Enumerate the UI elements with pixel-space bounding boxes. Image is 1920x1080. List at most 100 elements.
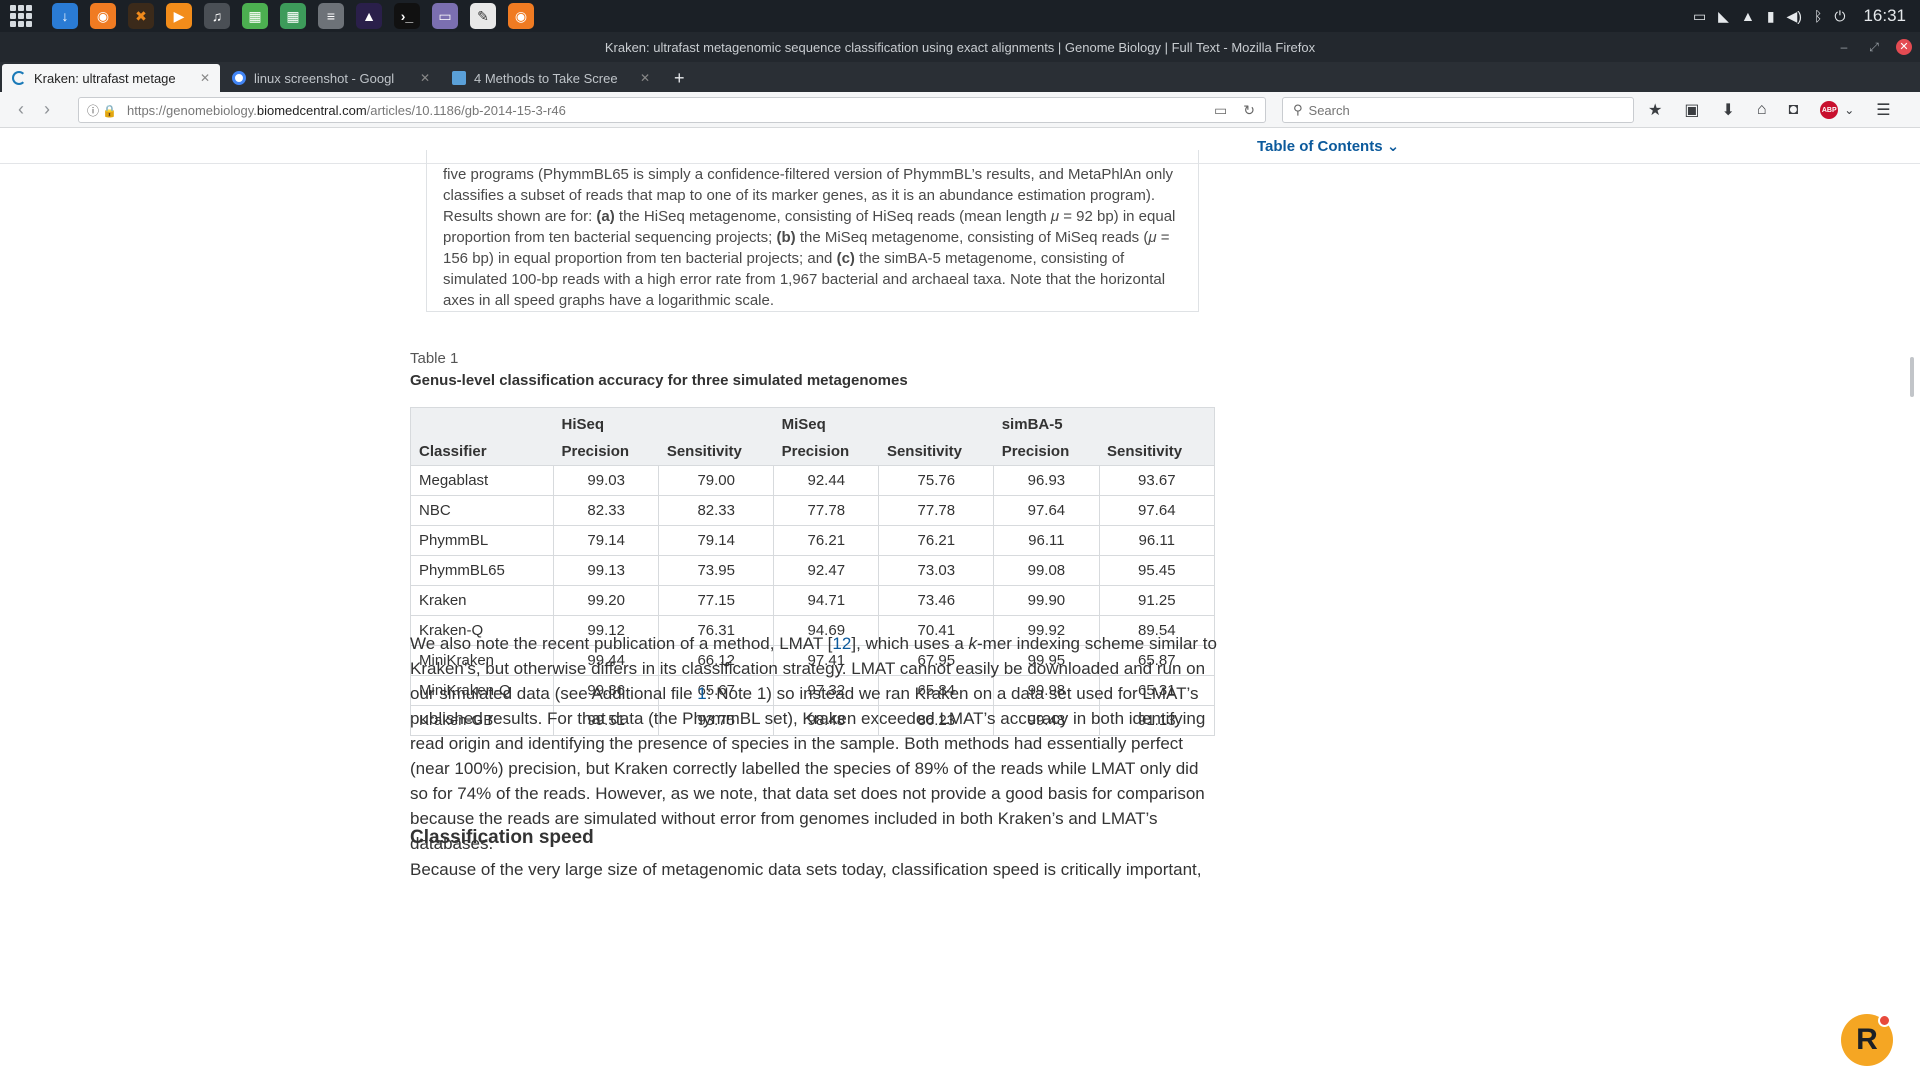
value-cell: 92.44 bbox=[773, 465, 880, 496]
minimize-icon[interactable]: – bbox=[1840, 40, 1848, 54]
loading-icon bbox=[12, 71, 26, 85]
music-icon[interactable]: ♫ bbox=[204, 3, 230, 29]
value-cell: 65.67 bbox=[658, 675, 775, 706]
table-of-contents-link[interactable]: Table of Contents ⌄ bbox=[1257, 138, 1400, 155]
power-icon[interactable]: ⏻ bbox=[1834, 7, 1846, 24]
value-cell: 76.21 bbox=[878, 525, 995, 556]
floating-r-badge[interactable]: R bbox=[1841, 1014, 1893, 1066]
value-cell: 75.76 bbox=[878, 465, 995, 496]
value-cell: 73.03 bbox=[878, 555, 995, 586]
reload-icon[interactable]: ↻ bbox=[1243, 101, 1255, 118]
home-icon[interactable]: ⌂ bbox=[1756, 101, 1767, 118]
value-cell: 91.25 bbox=[1098, 585, 1216, 616]
tab-bar: Kraken: ultrafast metage ✕ linux screens… bbox=[0, 62, 1920, 92]
value-cell: 99.51 bbox=[552, 705, 660, 736]
monitor-icon[interactable]: ▲ bbox=[356, 3, 382, 29]
adblock-icon[interactable]: ABP bbox=[1820, 101, 1839, 119]
download-manager-icon[interactable]: ↓ bbox=[52, 3, 78, 29]
tab-close-icon[interactable]: ✕ bbox=[419, 71, 430, 85]
search-bar[interactable]: ⚲ bbox=[1282, 97, 1634, 123]
download-icon[interactable]: ⬇ bbox=[1721, 102, 1735, 119]
url-bar[interactable]: ⓘ 🔒 https://genomebiology.biomedcentral.… bbox=[78, 97, 1266, 123]
group-header-miseq: MiSeq bbox=[773, 407, 994, 438]
text-editor-icon[interactable]: ✎ bbox=[470, 3, 496, 29]
firefox-icon[interactable]: ◉ bbox=[90, 3, 116, 29]
bluetooth-icon[interactable]: ᛒ bbox=[1813, 8, 1823, 24]
maximize-icon[interactable]: ⤢ bbox=[1869, 40, 1879, 54]
value-cell: 96.11 bbox=[993, 525, 1100, 556]
media-player-icon[interactable]: ▶ bbox=[166, 3, 192, 29]
clock[interactable]: 16:31 bbox=[1863, 6, 1906, 25]
pocket-icon[interactable]: ◘ bbox=[1788, 101, 1799, 118]
app-menu-icon[interactable] bbox=[10, 5, 32, 27]
chevron-down-icon[interactable]: ⌄ bbox=[1844, 103, 1855, 117]
paragraph-speed: Because of the very large size of metage… bbox=[410, 860, 1202, 879]
value-cell: 98.48 bbox=[773, 705, 880, 736]
table-row: Megablast 99.03 79.00 92.44 75.76 96.93 93.67 bbox=[410, 465, 1216, 496]
paragraph-lmat: We also note the recent publication of a… bbox=[410, 634, 1217, 853]
terminal-icon[interactable]: ›_ bbox=[394, 3, 420, 29]
value-cell: 89.54 bbox=[1098, 615, 1216, 646]
spreadsheet-icon[interactable]: ▦ bbox=[242, 3, 268, 29]
tab-methods[interactable]: 4 Methods to Take Scree ✕ bbox=[442, 64, 660, 92]
value-cell: 91.13 bbox=[1098, 705, 1216, 736]
table-header-empty bbox=[410, 407, 554, 438]
additional-file-link-1[interactable]: 1 bbox=[697, 684, 707, 703]
firefox-alt-icon[interactable]: ◉ bbox=[508, 3, 534, 29]
site-info-icon[interactable]: ⓘ 🔒 bbox=[87, 103, 118, 118]
files-icon[interactable]: ▭ bbox=[432, 3, 458, 29]
value-cell: 99.03 bbox=[552, 465, 660, 496]
url-text[interactable]: https://genomebiology.biomedcentral.com/… bbox=[127, 102, 566, 118]
page-content: Table of Contents ⌄ five programs (Phymm… bbox=[0, 128, 1920, 1080]
column-header-sensitivity: Sensitivity bbox=[658, 437, 774, 466]
table-label: Table 1 bbox=[410, 350, 459, 367]
calc-icon[interactable]: ▦ bbox=[280, 3, 306, 29]
column-header-sensitivity: Sensitivity bbox=[1099, 437, 1215, 466]
table-row: NBC 82.33 82.33 77.78 77.78 97.64 97.64 bbox=[410, 495, 1216, 526]
reader-view-icon[interactable]: ▭ bbox=[1214, 101, 1228, 118]
value-cell: 97.41 bbox=[773, 645, 880, 676]
value-cell: 97.32 bbox=[773, 675, 880, 706]
new-tab-button[interactable]: + bbox=[674, 68, 685, 88]
xampp-icon[interactable]: ✖ bbox=[128, 3, 154, 29]
tab-close-icon[interactable]: ✕ bbox=[639, 71, 650, 85]
value-cell: 93.67 bbox=[1098, 465, 1216, 496]
reference-link-12[interactable]: 12 bbox=[832, 634, 852, 653]
classifier-cell: PhymmBL65 bbox=[410, 555, 554, 586]
value-cell: 99.08 bbox=[993, 555, 1100, 586]
table-title: Genus-level classification accuracy for … bbox=[410, 372, 908, 389]
battery-icon[interactable]: ▮ bbox=[1766, 7, 1775, 24]
search-input[interactable] bbox=[1308, 102, 1609, 118]
window-title: Kraken: ultrafast metagenomic sequence c… bbox=[604, 39, 1316, 55]
value-cell: 99.90 bbox=[993, 585, 1100, 616]
window-list-icon[interactable]: ▭ bbox=[1692, 7, 1707, 24]
value-cell: 99.44 bbox=[552, 645, 660, 676]
close-icon[interactable]: ✕ bbox=[1896, 39, 1912, 55]
tab-google-search[interactable]: linux screenshot - Googl ✕ bbox=[222, 64, 440, 92]
value-cell: 99.13 bbox=[552, 555, 660, 586]
tab-close-icon[interactable]: ✕ bbox=[199, 71, 210, 85]
value-cell: 73.46 bbox=[878, 585, 995, 616]
bookmark-star-icon[interactable]: ★ bbox=[1648, 102, 1663, 119]
menu-icon[interactable]: ☰ bbox=[1876, 102, 1891, 119]
classifier-cell: Megablast bbox=[410, 465, 554, 496]
bell-icon[interactable]: ▲ bbox=[1740, 8, 1755, 24]
system-panel: ↓ ◉ ✖ ▶ ♫ ▦ ▦ ≡ ▲ ›_ ▭ ✎ ◉ ▭ ◣ ▲ ▮ ◀) ᛒ … bbox=[0, 0, 1920, 32]
system-tray: ▭ ◣ ▲ ▮ ◀) ᛒ ⏻ 16:31 bbox=[1693, 0, 1906, 32]
value-cell: 99.36 bbox=[552, 675, 660, 706]
database-icon[interactable]: ≡ bbox=[318, 3, 344, 29]
value-cell: 77.78 bbox=[773, 495, 880, 526]
clipboard-icon[interactable]: ▣ bbox=[1684, 102, 1700, 119]
forward-icon[interactable]: › bbox=[44, 99, 50, 119]
value-cell: 92.47 bbox=[773, 555, 880, 586]
volume-icon[interactable]: ◀) bbox=[1786, 7, 1802, 24]
value-cell: 86.23 bbox=[878, 705, 995, 736]
group-header-hiseq: HiSeq bbox=[553, 407, 774, 438]
value-cell: 65.84 bbox=[878, 675, 995, 706]
tab-kraken[interactable]: Kraken: ultrafast metage ✕ bbox=[2, 64, 220, 92]
wifi-icon[interactable]: ◣ bbox=[1718, 7, 1729, 24]
value-cell: 82.33 bbox=[658, 495, 775, 526]
column-header-sensitivity: Sensitivity bbox=[878, 437, 994, 466]
scrollbar-thumb[interactable] bbox=[1910, 357, 1914, 397]
back-icon[interactable]: ‹ bbox=[18, 99, 24, 119]
